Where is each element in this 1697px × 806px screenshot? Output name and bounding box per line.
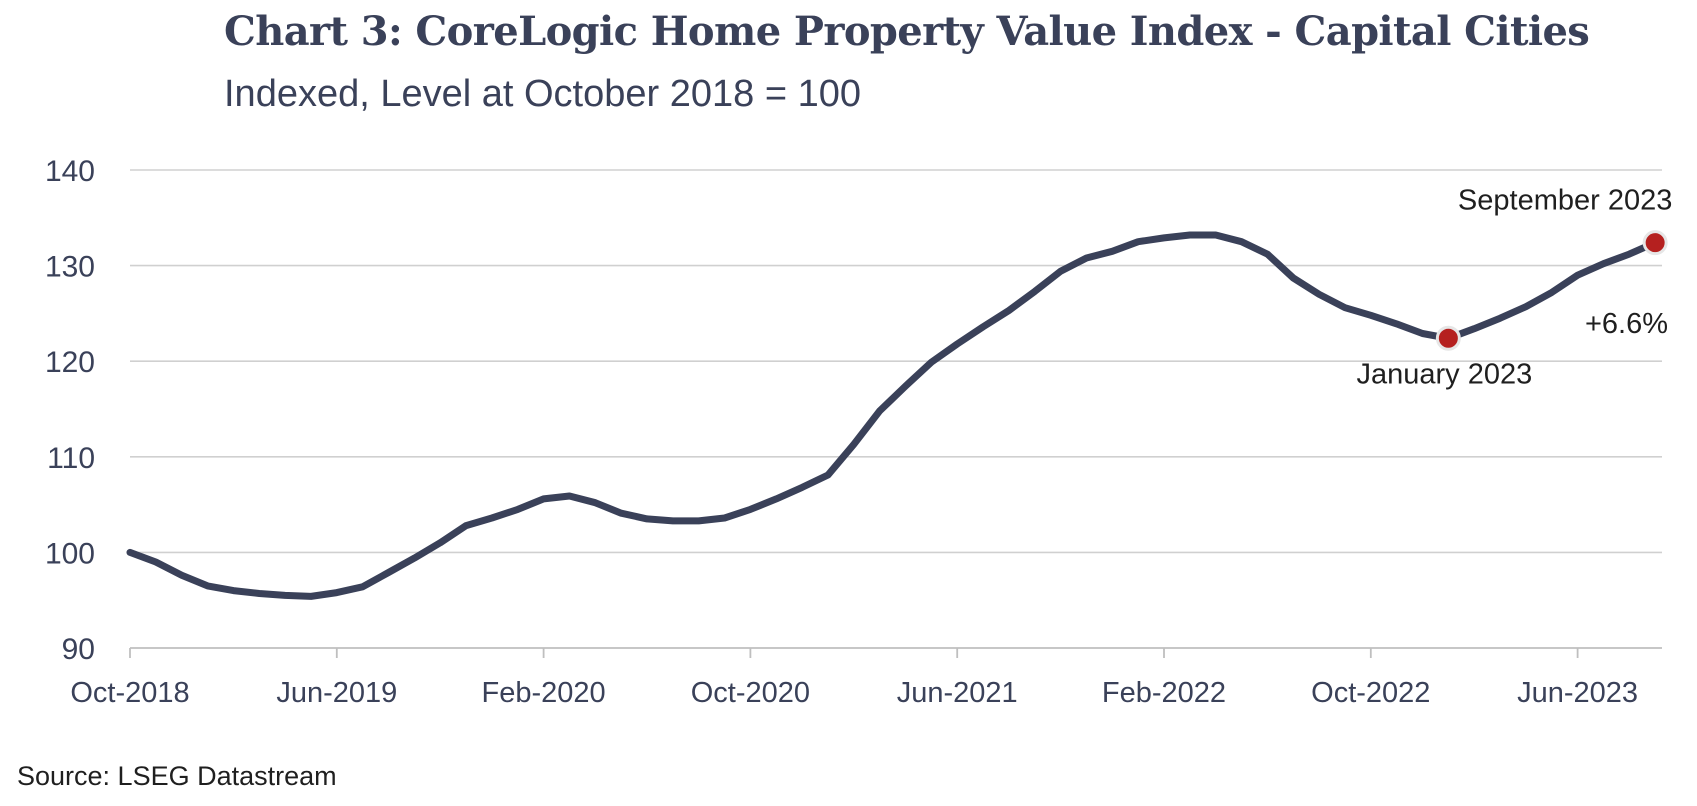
- chart-subtitle: Indexed, Level at October 2018 = 100: [224, 73, 861, 115]
- y-tick-label-110: 110: [47, 442, 95, 475]
- x-axis: [129, 647, 1662, 658]
- series-line: [126, 231, 1659, 600]
- marker-september-2023: [1642, 230, 1668, 256]
- y-tick-label-120: 120: [45, 346, 95, 379]
- y-tick-label-90: 90: [62, 633, 95, 666]
- x-tick-label-jun-2019: Jun-2019: [276, 677, 397, 709]
- series-line-group: [126, 231, 1659, 600]
- x-tick-label-oct-2020: Oct-2020: [691, 677, 810, 709]
- x-axis-tick-labels: Oct-2018 Jun-2019 Feb-2020 Oct-2020 Jun-2021…: [70, 677, 1638, 709]
- annotation-september-2023: September 2023: [1458, 185, 1672, 217]
- y-tick-label-140: 140: [45, 155, 95, 188]
- y-tick-label-130: 130: [45, 251, 95, 284]
- marker-january-2023: [1435, 325, 1461, 351]
- gridlines: [130, 169, 1662, 554]
- source-note: Source: LSEG Datastream: [17, 761, 337, 791]
- x-tick-label-jun-2023: Jun-2023: [1517, 677, 1638, 709]
- annotation-change-percent: +6.6%: [1585, 308, 1668, 340]
- x-tick-label-feb-2022: Feb-2022: [1102, 677, 1226, 709]
- y-tick-label-100: 100: [45, 537, 95, 570]
- annotation-january-2023: January 2023: [1356, 358, 1532, 390]
- x-tick-label-oct-2022: Oct-2022: [1311, 677, 1430, 709]
- x-tick-label-jun-2021: Jun-2021: [897, 677, 1018, 709]
- y-axis-tick-labels: 90 100 110 120 130 140: [45, 155, 95, 666]
- x-tick-label-feb-2020: Feb-2020: [482, 677, 606, 709]
- annotations: January 2023 September 2023 +6.6%: [1356, 185, 1672, 391]
- x-tick-label-oct-2018: Oct-2018: [70, 677, 189, 709]
- chart-title: Chart 3: CoreLogic Home Property Value I…: [224, 8, 1590, 55]
- line-chart: 90 100 110 120 130 140 Oct-2018 Jun-2019 Feb-20…: [45, 155, 1672, 709]
